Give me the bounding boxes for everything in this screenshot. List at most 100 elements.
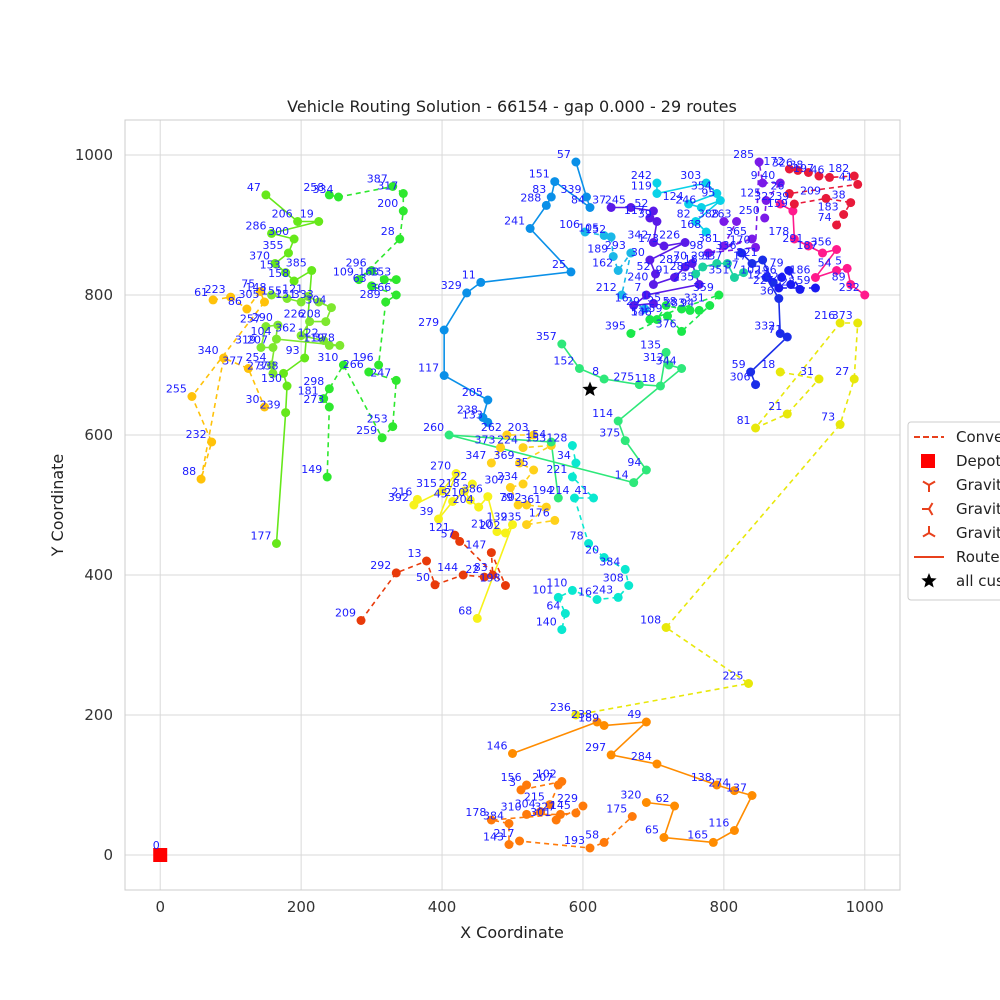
customer-label: 223 <box>205 283 226 296</box>
customer-label: 148 <box>631 306 652 319</box>
customer-label: 392 <box>388 491 409 504</box>
customer-point <box>578 801 588 811</box>
customer-label: 186 <box>789 264 810 277</box>
customer-point <box>599 837 609 847</box>
customer-label: 338 <box>258 359 279 372</box>
customer-label: 22 <box>453 470 467 483</box>
customer-point <box>599 721 609 730</box>
legend-tri-icon <box>922 502 934 516</box>
customer-point <box>196 474 206 484</box>
customer-point <box>439 325 449 335</box>
customer-point <box>338 360 348 370</box>
x-tick-label: 600 <box>569 898 598 916</box>
customer-label: 17 <box>733 250 747 263</box>
customer-label: 305 <box>239 288 260 301</box>
customer-point <box>398 206 408 216</box>
customer-label: 23 <box>781 275 795 288</box>
customer-point <box>455 536 465 546</box>
customer-point <box>557 625 567 635</box>
customer-point <box>684 199 694 209</box>
customer-point <box>714 290 724 300</box>
customer-point <box>516 785 526 795</box>
customer-point <box>715 196 725 205</box>
customer-label: 49 <box>627 708 641 721</box>
customer-point <box>784 164 794 174</box>
customer-point <box>486 458 496 468</box>
customer-point <box>641 465 651 475</box>
customer-point <box>430 580 440 590</box>
customer-label: 74 <box>818 211 832 224</box>
customer-label: 241 <box>504 215 525 228</box>
customer-point <box>626 203 636 212</box>
customer-point <box>795 284 805 294</box>
customer-label: 5 <box>835 254 842 267</box>
customer-label: 375 <box>599 427 620 440</box>
customer-label: 235 <box>673 271 694 284</box>
plot-frame <box>124 119 901 891</box>
customer-label: 116 <box>708 817 729 830</box>
customer-label: 288 <box>520 191 541 204</box>
customer-point <box>810 273 820 282</box>
customer-label: 181 <box>298 385 319 398</box>
customer-label: 301 <box>530 806 551 819</box>
customer-label: 62 <box>656 792 670 805</box>
customer-label: 125 <box>740 187 761 200</box>
customer-label: 369 <box>494 449 515 462</box>
customer-label: 183 <box>818 201 839 214</box>
customer-point <box>842 263 852 273</box>
x-tick-label: 200 <box>287 898 316 916</box>
customer-point <box>599 231 609 240</box>
customer-point <box>293 217 303 226</box>
customer-label: 37 <box>725 259 739 272</box>
customer-point <box>566 267 576 277</box>
customer-label: 291 <box>782 232 803 245</box>
customer-label: 110 <box>546 576 567 589</box>
customer-point <box>283 248 293 258</box>
customer-label: 340 <box>198 344 219 357</box>
customer-label: 139 <box>487 511 508 524</box>
customer-label: 70 <box>673 250 687 263</box>
customer-point <box>712 259 722 268</box>
customer-label: 376 <box>656 317 677 330</box>
customer-label: 151 <box>529 168 550 181</box>
x-tick-label: 1000 <box>846 898 884 916</box>
customer-point <box>659 833 669 842</box>
customer-label: 168 <box>680 218 701 231</box>
customer-point <box>761 196 771 205</box>
customer-label: 296 <box>346 257 367 270</box>
customer-label: 384 <box>599 555 620 568</box>
customer-label: 216 <box>391 485 412 498</box>
customer-label: 27 <box>835 365 849 378</box>
customer-point <box>515 836 525 846</box>
customer-label: 163 <box>358 266 379 279</box>
customer-label: 11 <box>462 268 476 281</box>
customer-label: 155 <box>261 285 282 298</box>
customer-point <box>775 178 785 188</box>
customer-label: 29 <box>626 295 640 308</box>
customer-label: 140 <box>536 616 557 629</box>
customer-label: 320 <box>620 789 641 802</box>
customer-label: 91 <box>656 264 670 277</box>
depot-marker <box>153 848 168 862</box>
customer-point <box>303 291 313 301</box>
customer-point <box>492 527 502 537</box>
customer-label: 327 <box>534 800 555 813</box>
customer-point <box>483 417 493 427</box>
customer-label: 274 <box>708 777 729 790</box>
customer-label: 54 <box>818 257 832 270</box>
customer-label: 52 <box>634 197 648 210</box>
customer-point <box>448 497 458 506</box>
customer-point <box>712 780 722 790</box>
customer-label: 135 <box>640 338 661 351</box>
customer-point <box>467 479 477 489</box>
customer-label: 176 <box>529 506 550 519</box>
customer-label: 306 <box>730 371 751 384</box>
customer-point <box>744 679 754 688</box>
customer-label: 78 <box>570 530 584 543</box>
customer-point <box>460 486 470 496</box>
customer-point <box>846 280 856 289</box>
customer-label: 310 <box>501 800 522 813</box>
y-axis-label: Y Coordinate <box>48 454 67 558</box>
customer-point <box>626 248 636 258</box>
customer-label: 177 <box>250 530 271 543</box>
